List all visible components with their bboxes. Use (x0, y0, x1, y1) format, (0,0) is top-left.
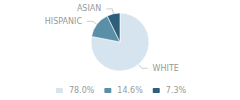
svg-text:14.6%: 14.6% (117, 86, 143, 95)
svg-text:HISPANIC: HISPANIC (45, 17, 83, 26)
svg-text:ASIAN: ASIAN (77, 4, 101, 13)
svg-text:78.0%: 78.0% (69, 86, 95, 95)
svg-text:WHITE: WHITE (153, 64, 179, 73)
svg-text:7.3%: 7.3% (166, 86, 187, 95)
